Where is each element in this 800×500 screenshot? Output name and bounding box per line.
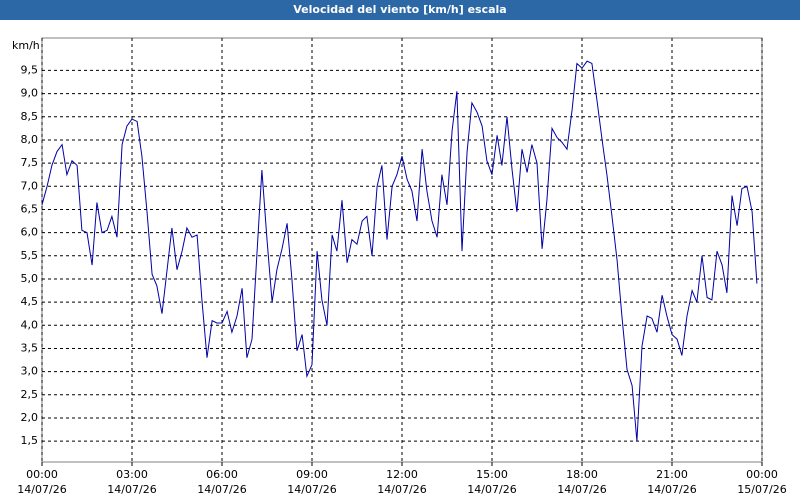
y-tick-label: 8,0 [21,133,39,146]
y-tick-label: 1,5 [21,434,39,447]
y-tick-label: 8,5 [21,110,39,123]
x-tick-label: 15:00 [476,468,508,481]
x-tick-label: 18:00 [566,468,598,481]
line-series [41,60,758,442]
y-tick-label: 9,0 [21,87,39,100]
title-bar [0,0,800,20]
y-tick-label: 3,5 [21,341,39,354]
y-tick-label: 6,5 [21,202,39,215]
y-tick-label: 7,5 [21,156,39,169]
y-axis-label: km/h [12,39,40,52]
x-tick-date: 14/07/26 [467,483,516,496]
y-tick-label: 5,0 [21,272,39,285]
x-tick-label: 12:00 [386,468,418,481]
x-tick-label: 21:00 [656,468,688,481]
x-tick-date: 14/07/26 [377,483,426,496]
x-tick-date: 14/07/26 [647,483,696,496]
y-tick-label: 2,5 [21,388,39,401]
y-tick-label: 5,5 [21,249,39,262]
y-tick-label: 7,0 [21,179,39,192]
x-tick-label: 09:00 [296,468,328,481]
x-tick-date: 14/07/26 [17,483,66,496]
x-tick-label: 03:00 [116,468,148,481]
y-tick-label: 2,0 [21,411,39,424]
y-tick-label: 3,0 [21,365,39,378]
x-tick-date: 14/07/26 [557,483,606,496]
chart-title: Velocidad del viento [km/h] escala [293,3,506,16]
y-tick-label: 4,5 [21,295,39,308]
x-tick-label: 00:00 [746,468,778,481]
x-tick-label: 06:00 [206,468,238,481]
x-tick-date: 14/07/26 [107,483,156,496]
x-tick-date: 14/07/26 [197,483,246,496]
y-tick-label: 4,0 [21,318,39,331]
x-tick-label: 00:00 [26,468,58,481]
y-tick-label: 6,0 [21,226,39,239]
x-tick-date: 14/07/26 [287,483,336,496]
y-tick-label: 9,5 [21,63,39,76]
x-tick-date: 15/07/26 [737,483,786,496]
